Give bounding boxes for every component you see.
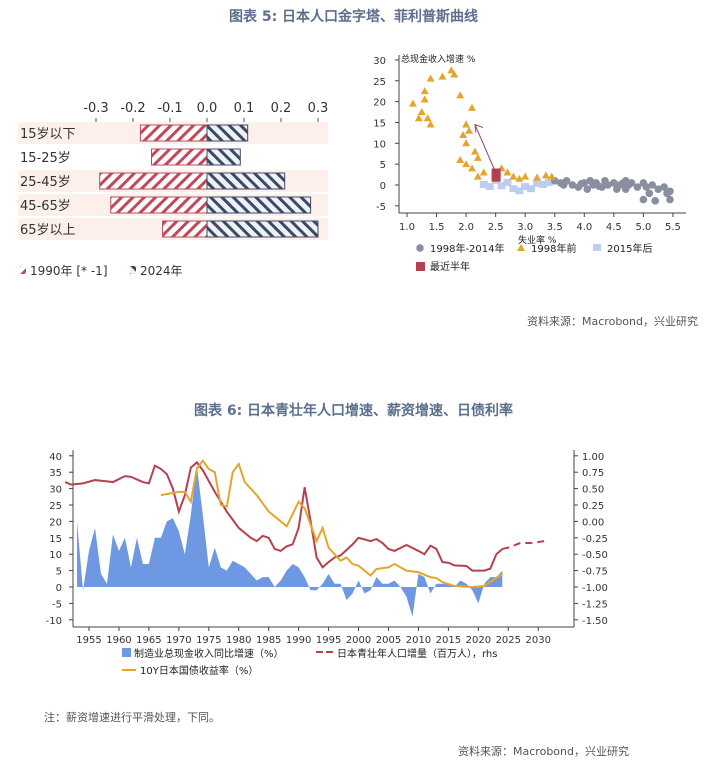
y-tick-label: 15 xyxy=(49,534,62,545)
legend-population: 日本青壮年人口增量（百万人），rhs xyxy=(337,647,497,660)
x-tick-label: 0.3 xyxy=(308,101,329,116)
legend-2024: 2024年 xyxy=(140,264,183,278)
y2-tick-label: 0.25 xyxy=(582,501,604,512)
x-tick-label: 0.2 xyxy=(271,101,292,116)
timeseries-chart: 4035302520151050-5-101.000.750.500.250.0… xyxy=(46,450,608,677)
x-tick-label: 1985 xyxy=(256,635,281,646)
legend-jgb: 10Y日本国债收益率（%） xyxy=(140,664,258,677)
y2-tick-label: -1.50 xyxy=(582,616,608,627)
y2-tick-label: -1.25 xyxy=(582,599,608,610)
y2-tick-label: -0.25 xyxy=(582,534,608,545)
x-tick-label: 1955 xyxy=(76,635,101,646)
population-projection-line xyxy=(502,540,545,550)
y-tick-label: -10 xyxy=(46,616,62,627)
category-label: 65岁以上 xyxy=(20,223,76,238)
y-tick-label: 35 xyxy=(49,468,62,479)
figure6-title: 图表 6: 日本青壮年人口增速、薪资增速、日债利率 xyxy=(193,403,514,419)
x-tick-label: -0.1 xyxy=(157,101,182,116)
y2-tick-label: 0.00 xyxy=(582,517,604,528)
bar-2024 xyxy=(206,148,241,166)
y2-tick-label: 0.50 xyxy=(582,485,604,496)
x-tick-label: 0.0 xyxy=(197,101,218,116)
bar-2024 xyxy=(206,124,249,142)
figure5-source: 资料来源：Macrobond，兴业研究 xyxy=(527,315,698,328)
category-label: 45-65岁 xyxy=(20,199,71,214)
x-tick-label: 2005 xyxy=(376,635,401,646)
y-tick-label: 5 xyxy=(56,567,62,578)
y-tick-label: 20 xyxy=(49,517,62,528)
figure5-title: 图表 5: 日本人口金字塔、菲利普斯曲线 xyxy=(228,9,479,25)
x-tick-label: 1965 xyxy=(136,635,161,646)
x-tick-label: 1980 xyxy=(226,635,251,646)
y2-tick-label: -1.00 xyxy=(582,583,608,594)
x-tick-label: -0.2 xyxy=(120,101,145,116)
y-tick-label: -5 xyxy=(52,599,62,610)
category-label: 15岁以下 xyxy=(20,127,76,142)
category-label: 25-45岁 xyxy=(20,175,71,190)
figure6-source: 资料来源：Macrobond，兴业研究 xyxy=(458,745,629,758)
y-tick-label: 10 xyxy=(49,550,62,561)
jgb-yield-line xyxy=(160,459,503,589)
y2-tick-label: -0.75 xyxy=(582,567,608,578)
x-tick-label: 0.1 xyxy=(234,101,255,116)
x-tick-label: 1995 xyxy=(316,635,341,646)
x-tick-label: 2020 xyxy=(466,635,491,646)
y2-tick-label: 0.75 xyxy=(582,468,604,479)
x-tick-label: 2000 xyxy=(346,635,371,646)
bar-2024 xyxy=(206,220,319,238)
x-tick-label: 2025 xyxy=(496,635,521,646)
x-tick-label: 1975 xyxy=(196,635,221,646)
category-label: 15-25岁 xyxy=(20,151,71,166)
legend-swatch-1990 xyxy=(20,266,26,274)
y-tick-label: 40 xyxy=(49,452,62,463)
legend-swatch-wage xyxy=(122,648,131,657)
legend-wage: 制造业总现金收入同比增速（%） xyxy=(134,647,284,660)
y2-tick-label: 1.00 xyxy=(582,452,604,463)
y-tick-label: 25 xyxy=(49,501,62,512)
y-tick-label: 30 xyxy=(49,485,62,496)
population-pyramid-chart: 15岁以下 15-25岁 25-45岁 45-65岁 65岁以上 -0.3 -0.2 -0.1… xyxy=(18,101,329,278)
population-line xyxy=(64,460,503,572)
y-tick-label: 0 xyxy=(56,583,62,594)
x-tick-label: 1970 xyxy=(166,635,191,646)
x-tick-label: -0.3 xyxy=(83,101,108,116)
bar-2024 xyxy=(206,196,312,214)
x-tick-label: 1990 xyxy=(286,635,311,646)
legend-1990: 1990年 [* -1] xyxy=(30,264,108,278)
bar-2024 xyxy=(206,172,286,190)
x-tick-label: 1960 xyxy=(106,635,131,646)
y2-tick-label: -0.50 xyxy=(582,550,608,561)
x-tick-label: 2010 xyxy=(406,635,431,646)
legend-swatch-2024 xyxy=(130,266,136,274)
x-tick-label: 2030 xyxy=(526,635,551,646)
figure6-note: 注：薪资增速进行平滑处理，下同。 xyxy=(44,711,220,724)
x-tick-label: 2015 xyxy=(436,635,461,646)
wage-growth-area xyxy=(77,465,503,617)
